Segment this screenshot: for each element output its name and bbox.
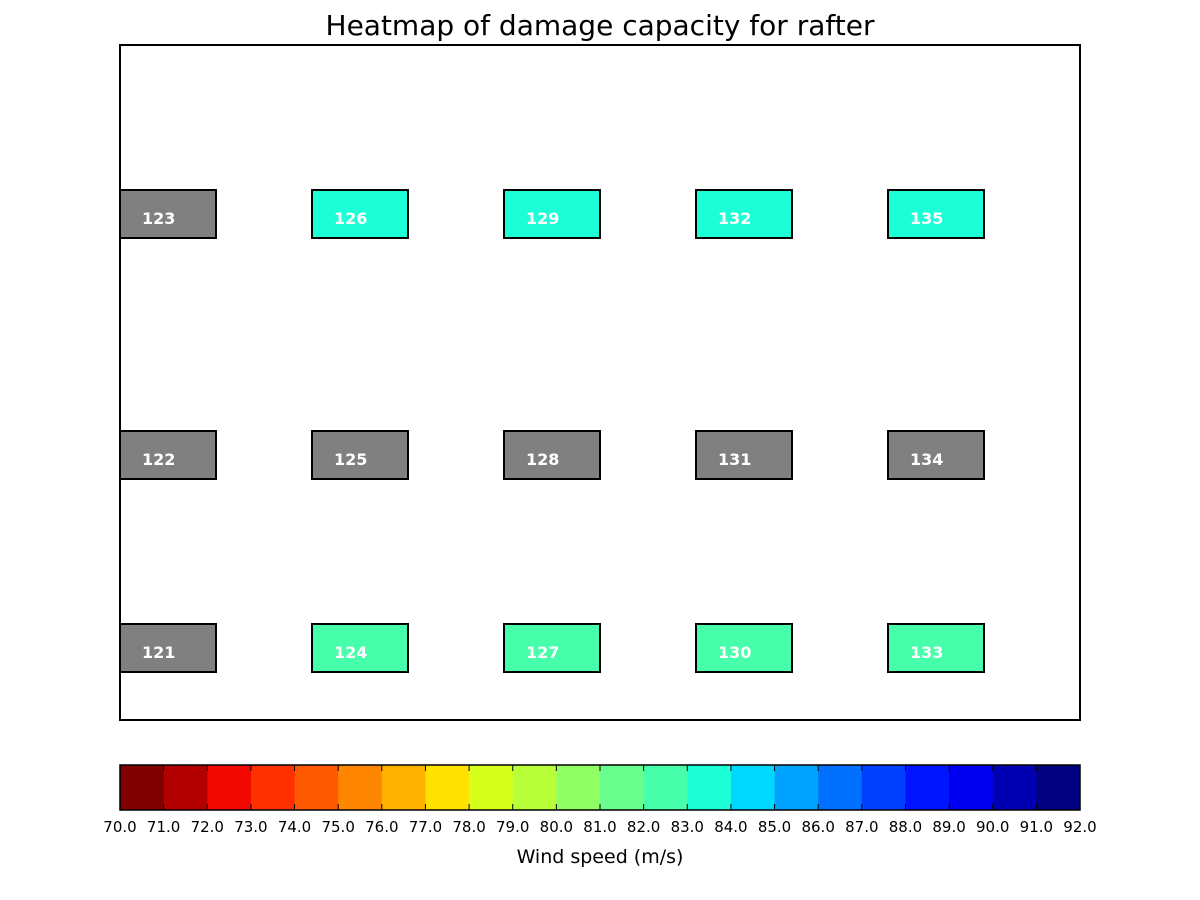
colorbar-tick-label: 85.0: [758, 818, 791, 836]
colorbar-segment: [861, 765, 906, 810]
heatmap-cell-122: [119, 430, 217, 480]
colorbar-segment: [600, 765, 645, 810]
colorbar-segment: [818, 765, 863, 810]
heatmap-cell-133: [887, 623, 985, 673]
cell-label-128: 128: [526, 450, 559, 469]
heatmap-cell-124: [311, 623, 409, 673]
cell-label-123: 123: [142, 209, 175, 228]
cell-label-132: 132: [718, 209, 751, 228]
colorbar-tick-label: 89.0: [932, 818, 965, 836]
colorbar-tick-label: 75.0: [321, 818, 354, 836]
colorbar-segment: [294, 765, 339, 810]
colorbar-tick-label: 80.0: [540, 818, 573, 836]
colorbar-tick-label: 74.0: [278, 818, 311, 836]
cell-label-122: 122: [142, 450, 175, 469]
colorbar-tick-label: 87.0: [845, 818, 878, 836]
colorbar-tick-label: 71.0: [147, 818, 180, 836]
colorbar-tick-label: 78.0: [452, 818, 485, 836]
cell-label-134: 134: [910, 450, 943, 469]
colorbar-tick-label: 76.0: [365, 818, 398, 836]
heatmap-cell-130: [695, 623, 793, 673]
colorbar-tick-label: 79.0: [496, 818, 529, 836]
colorbar: 70.0 71.0 72.0 73.0 74.0 75.0 76.0 77.0 78.0 79.0…: [103, 764, 1097, 836]
colorbar-tick-label: 81.0: [583, 818, 616, 836]
colorbar-segment: [774, 765, 819, 810]
colorbar-tick-label: 70.0: [103, 818, 136, 836]
colorbar-segment: [905, 765, 950, 810]
colorbar-segment: [992, 765, 1037, 810]
heatmap-cell-129: [503, 189, 601, 239]
cell-label-135: 135: [910, 209, 943, 228]
plot-frame: [119, 44, 1081, 721]
cell-label-129: 129: [526, 209, 559, 228]
colorbar-segment: [687, 765, 732, 810]
colorbar-segment: [381, 765, 426, 810]
heatmap-cell-132: [695, 189, 793, 239]
cell-label-125: 125: [334, 450, 367, 469]
colorbar-segment: [512, 765, 557, 810]
colorbar-segment: [425, 765, 470, 810]
heatmap-cell-128: [503, 430, 601, 480]
colorbar-tick-label: 86.0: [801, 818, 834, 836]
cell-label-126: 126: [334, 209, 367, 228]
colorbar-tick-label: 72.0: [191, 818, 224, 836]
chart-title: Heatmap of damage capacity for rafter: [326, 9, 875, 42]
colorbar-segment: [120, 765, 165, 810]
heatmap-cell-127: [503, 623, 601, 673]
cells-layer: 121 122 123 124 125 126 127 128 129 130 131 132 133 1…: [119, 189, 985, 673]
colorbar-tick-label: 90.0: [976, 818, 1009, 836]
colorbar-tick-label: 88.0: [889, 818, 922, 836]
heatmap-cell-121: [119, 623, 217, 673]
colorbar-segment: [163, 765, 208, 810]
heatmap-cell-126: [311, 189, 409, 239]
cell-label-133: 133: [910, 643, 943, 662]
colorbar-segment: [730, 765, 776, 810]
colorbar-segment: [338, 765, 383, 810]
cell-label-121: 121: [142, 643, 175, 662]
colorbar-tick-label: 83.0: [671, 818, 704, 836]
cell-label-127: 127: [526, 643, 559, 662]
colorbar-label: Wind speed (m/s): [517, 846, 684, 868]
colorbar-tick-label: 82.0: [627, 818, 660, 836]
colorbar-tick-label: 91.0: [1020, 818, 1053, 836]
cell-label-131: 131: [718, 450, 751, 469]
colorbar-tick-label: 73.0: [234, 818, 267, 836]
heatmap-cell-125: [311, 430, 409, 480]
colorbar-segment: [643, 765, 688, 810]
heatmap-cell-131: [695, 430, 793, 480]
colorbar-segment: [949, 765, 994, 810]
heatmap-cell-134: [887, 430, 985, 480]
cell-label-130: 130: [718, 643, 751, 662]
colorbar-segment: [207, 765, 252, 810]
cell-label-124: 124: [334, 643, 367, 662]
colorbar-tick-label: 92.0: [1063, 818, 1096, 836]
colorbar-tick-label: 84.0: [714, 818, 747, 836]
colorbar-segment: [469, 765, 514, 810]
heatmap-cell-135: [887, 189, 985, 239]
colorbar-segment: [250, 765, 296, 810]
colorbar-segment: [556, 765, 601, 810]
colorbar-segment: [1036, 765, 1081, 810]
heatmap-cell-123: [119, 189, 217, 239]
colorbar-tick-label: 77.0: [409, 818, 442, 836]
